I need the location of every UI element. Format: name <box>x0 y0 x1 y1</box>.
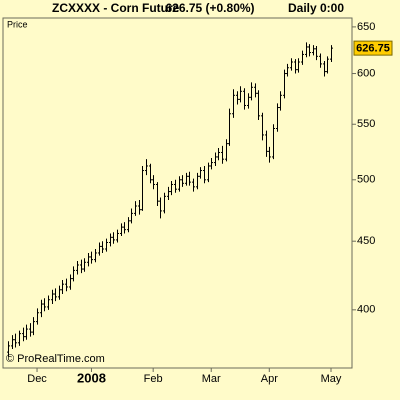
x-tick-label: Mar <box>202 373 221 385</box>
y-tick-label: 650 <box>357 21 375 33</box>
quote: 626.75 (+0.80%) <box>165 1 254 15</box>
y-tick-label: 500 <box>357 174 375 186</box>
x-tick-label: May <box>321 373 342 385</box>
last-price-label: 626.75 <box>356 43 390 55</box>
y-tick-label: 400 <box>357 304 375 316</box>
watermark: © ProRealTime.com <box>6 353 105 365</box>
x-tick-label: Feb <box>144 373 163 385</box>
last-price-box <box>353 40 393 56</box>
y-tick-label: 550 <box>357 118 375 130</box>
chart-title: ZCXXXX - Corn Future <box>52 1 180 15</box>
x-tick-label: 2008 <box>77 370 106 385</box>
x-tick-label: Dec <box>27 373 47 385</box>
plot-frame <box>2 17 353 369</box>
panel-label: Price <box>7 19 28 29</box>
period: Daily <box>288 1 317 15</box>
time: 0:00 <box>320 1 344 15</box>
y-tick-label: 600 <box>357 67 375 79</box>
x-tick-label: Apr <box>261 373 278 385</box>
y-tick-label: 450 <box>357 235 375 247</box>
